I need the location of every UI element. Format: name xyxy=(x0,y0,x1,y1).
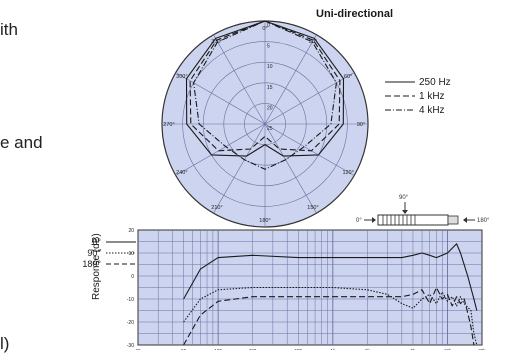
x-tick-label: 20 xyxy=(135,348,141,350)
legend-label: 90° xyxy=(87,247,101,258)
legend-swatch-solid xyxy=(385,81,415,83)
legend-label: 0° xyxy=(92,236,101,247)
x-tick-label: 5k xyxy=(411,348,417,350)
x-tick-label: 1k xyxy=(330,348,336,350)
legend-label: 250 Hz xyxy=(419,76,451,88)
legend-label: 4 kHz xyxy=(419,104,445,116)
legend-swatch-dotted xyxy=(106,252,136,253)
x-tick-label: 2k xyxy=(365,348,371,350)
polar-angle-label: 210° xyxy=(211,205,222,211)
legend-item: 0° xyxy=(58,236,136,247)
legend-label: 1 kHz xyxy=(419,90,445,102)
y-tick-label: 20 xyxy=(128,228,134,234)
page-text-fragment: e and xyxy=(0,133,43,152)
legend-swatch-solid xyxy=(106,241,136,242)
polar-angle-label: 240° xyxy=(176,170,187,176)
polar-angle-label: 180° xyxy=(259,218,270,224)
polar-series-line xyxy=(189,20,341,152)
x-tick-label: 10k xyxy=(444,348,452,350)
polar-legend: 250 Hz 1 kHz 4 kHz xyxy=(385,75,451,117)
y-tick-label: -10 xyxy=(127,297,134,303)
polar-grid-spoke xyxy=(264,72,355,125)
polar-grid-spoke xyxy=(175,123,266,176)
response-legend: 0° 90° 180° xyxy=(58,236,136,269)
legend-item: 180° xyxy=(58,258,136,269)
legend-label: 180° xyxy=(82,258,101,269)
polar-grid-spoke xyxy=(213,34,266,125)
polar-radial-label: 15 xyxy=(267,85,273,91)
response-grid xyxy=(137,229,483,346)
polar-angle-label: 150° xyxy=(307,205,318,211)
x-tick-label: 20k xyxy=(478,348,486,350)
legend-swatch-dashed xyxy=(106,263,136,264)
page-text-fragment: ith xyxy=(0,20,18,39)
x-tick-label: 500 xyxy=(295,348,303,350)
polar-grid-spoke xyxy=(264,123,317,214)
legend-item: 1 kHz xyxy=(385,89,451,103)
orientation-label-top: 90° xyxy=(399,195,409,201)
legend-item: 4 kHz xyxy=(385,103,451,117)
y-tick-label: 10 xyxy=(128,251,134,257)
polar-chart-title: Uni-directional xyxy=(316,8,394,20)
y-tick-label: 0 xyxy=(131,274,134,280)
polar-angle-label: 270° xyxy=(163,122,174,128)
polar-radial-label: 5 xyxy=(267,44,270,50)
polar-grid-spoke xyxy=(264,34,317,125)
response-series-line xyxy=(183,243,478,311)
polar-radial-label: 0 xyxy=(267,23,270,29)
x-tick-label: 100 xyxy=(214,348,222,350)
polar-grid xyxy=(161,20,369,228)
polar-angle-label: 0° xyxy=(262,26,267,32)
y-tick-label: -20 xyxy=(127,320,134,326)
x-tick-label: 50 xyxy=(181,348,187,350)
microphone-orientation-diagram: 90° 0° 180° xyxy=(356,195,490,226)
polar-radial-label: 10 xyxy=(267,64,273,70)
page-text-fragment: l) xyxy=(0,334,10,353)
legend-swatch-dashdot xyxy=(385,109,415,111)
orientation-label-left: 0° xyxy=(356,218,362,224)
polar-angle-label: 300° xyxy=(176,74,187,80)
x-tick-label: 200 xyxy=(249,348,257,350)
polar-grid-spoke xyxy=(264,123,355,176)
polar-series-line xyxy=(193,20,337,170)
legend-swatch-dashed xyxy=(385,95,415,97)
legend-item: 250 Hz xyxy=(385,75,451,89)
polar-angle-label: 60° xyxy=(344,74,352,80)
polar-grid-spoke xyxy=(213,123,266,214)
polar-radial-label: 25 xyxy=(267,126,273,132)
polar-series-line xyxy=(185,20,345,157)
legend-item: 90° xyxy=(58,247,136,258)
y-tick-label: -30 xyxy=(127,343,134,349)
polar-radial-label: 20 xyxy=(267,105,273,111)
polar-angle-label: 90° xyxy=(357,122,365,128)
polar-grid-spoke xyxy=(175,72,266,125)
orientation-label-right: 180° xyxy=(477,218,490,224)
polar-angle-label: 120° xyxy=(342,170,353,176)
